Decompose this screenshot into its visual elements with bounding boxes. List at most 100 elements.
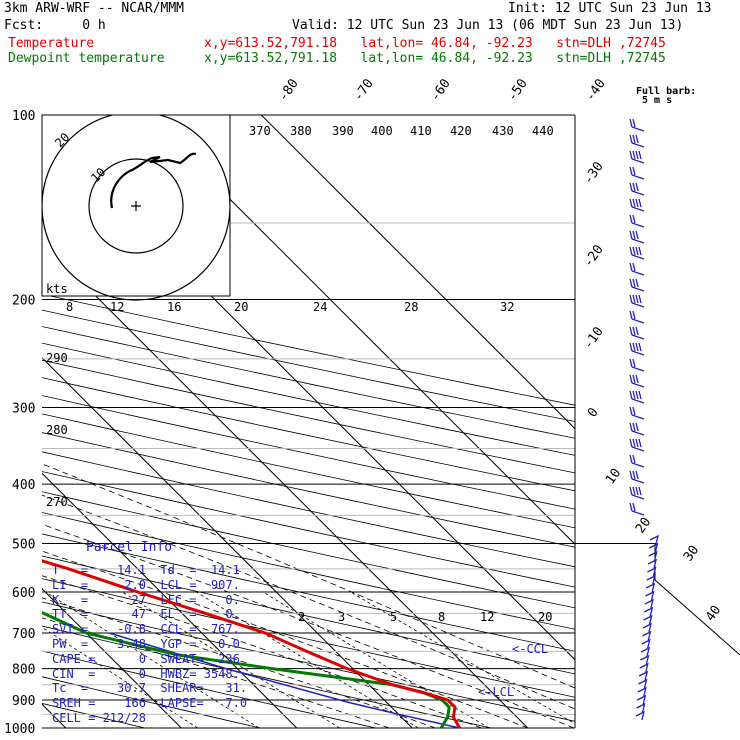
wind-barb (629, 342, 645, 356)
temperature-location: x,y=613.52,791.18 lat,lon= 46.84, -92.23… (204, 36, 666, 51)
theta-label: 400 (371, 124, 393, 138)
hodo-units-label: kts (46, 282, 68, 296)
model-title: 3km ARW-WRF -- NCAR/MMM (4, 1, 185, 16)
hodograph-ring-20 (42, 115, 231, 301)
pressure-label: 500 (12, 537, 35, 552)
hodograph-ring-10 (88, 158, 184, 254)
pressure-label: 900 (12, 694, 35, 709)
pressure-label: 400 (12, 478, 35, 493)
wind-barb (629, 262, 645, 276)
wind-barb-low (635, 710, 645, 721)
moist-adiabat (42, 617, 390, 728)
isotherm (42, 241, 529, 728)
parcel-info-row: SREH = 166 LAPSE= 7.0 (52, 696, 248, 711)
wind-barb (629, 230, 645, 244)
pressure-label: 1000 (4, 722, 35, 737)
sounding-traces (42, 559, 461, 728)
parcel-info-row: CIN = 0 HWBZ= 3548. (52, 666, 240, 681)
theta-label: 370 (249, 124, 271, 138)
hodograph: 20 10 kts (41, 114, 231, 301)
wind-barb (629, 358, 645, 372)
init-time: Init: 12 UTC Sun 23 Jun 13 (508, 1, 712, 16)
parcel-info-row: CELL = 212/28 (52, 711, 146, 725)
right-temp-label: 40 (703, 603, 724, 624)
parcel-info-row: LI = 2.0 LCL = 907. (52, 577, 240, 592)
hodograph-origin (131, 201, 141, 211)
wind-barb (629, 278, 645, 292)
moist-adiabat (42, 597, 436, 728)
theta-label: 420 (450, 124, 472, 138)
wind-barb-low (642, 630, 652, 641)
wind-barb-low (644, 598, 654, 609)
right-temp-label: 0 (585, 405, 602, 420)
parcel-info-row: SVI = -0.8 CCL = 767. (52, 622, 240, 637)
wind-barb-low (638, 678, 648, 689)
wind-barb (629, 438, 645, 452)
top-temp-label: -40 (583, 76, 609, 104)
right-temp-label: 10 (603, 466, 624, 487)
right-temp-label: -10 (581, 324, 607, 352)
side-theta-label: 280 (46, 423, 68, 437)
wind-barb-low (636, 694, 647, 705)
wind-barb-low (648, 550, 658, 561)
wind-barb (629, 470, 645, 484)
pressure-label: 200 (12, 294, 35, 309)
wind-barbs (629, 118, 659, 721)
mixing-label-upper: 32 (500, 300, 514, 314)
wind-barb (629, 502, 645, 516)
top-temp-label: -70 (351, 76, 377, 104)
mixing-ratio-line (350, 591, 575, 725)
mixing-label-upper: 8 (66, 300, 73, 314)
lcl-label: <-CCL (512, 642, 548, 656)
wind-barb-low (649, 542, 659, 553)
wind-barb (629, 374, 645, 388)
mixing-label-lower: 20 (538, 610, 552, 624)
pressure-label: 100 (12, 109, 35, 124)
mixing-label-upper: 28 (404, 300, 418, 314)
wind-barb-low (640, 646, 651, 657)
parcel-info-row: K = 27 LFC = 0. (52, 592, 240, 607)
wind-barb (629, 406, 645, 420)
parcel-info-row: TT = 47 EL = 0. (52, 607, 240, 622)
hodograph-trace (110, 152, 197, 209)
pressure-label: 700 (12, 627, 35, 642)
wind-barb (629, 294, 645, 308)
top-temp-label: -80 (276, 76, 302, 104)
temperature-trace (42, 559, 461, 728)
wind-barb-low (637, 686, 647, 697)
barb-frame (575, 542, 740, 656)
temperature-legend: Temperature (8, 36, 95, 51)
parcel-info-row: CAPE = 0 SWEAT= 236 (52, 651, 240, 666)
mixing-label-lower: 5 (390, 610, 397, 624)
wind-barb (629, 454, 645, 468)
wind-barb-low (645, 582, 656, 593)
pressure-label: 600 (12, 586, 35, 601)
wind-barb-low (645, 590, 655, 601)
forecast-hour: Fcst: 0 h (4, 18, 106, 33)
wind-barb (629, 198, 645, 212)
theta-label: 380 (290, 124, 312, 138)
right-temp-label: -20 (581, 242, 607, 270)
mixing-label-upper: 20 (234, 300, 248, 314)
isobars (42, 114, 740, 729)
wind-barb (629, 134, 645, 148)
wind-barb-low (647, 566, 657, 577)
dewpoint-location: x,y=613.52,791.18 lat,lon= 46.84, -92.23… (204, 51, 666, 66)
mixing-label-lower: 12 (480, 610, 494, 624)
wind-barb (629, 390, 645, 404)
theta-label: 410 (410, 124, 432, 138)
lcl-label: <-LCL (478, 685, 514, 699)
wind-barb-low (643, 606, 654, 617)
wind-barb-low (647, 558, 658, 569)
theta-label: 430 (492, 124, 514, 138)
pressure-label: 300 (12, 401, 35, 416)
right-temp-label: -30 (581, 159, 607, 187)
wind-barb (629, 214, 645, 228)
top-temp-label: -60 (428, 76, 454, 104)
wind-barb-low (641, 638, 651, 649)
theta-label: 440 (532, 124, 554, 138)
wind-barb-low (646, 574, 656, 585)
mixing-label-upper: 24 (313, 300, 327, 314)
